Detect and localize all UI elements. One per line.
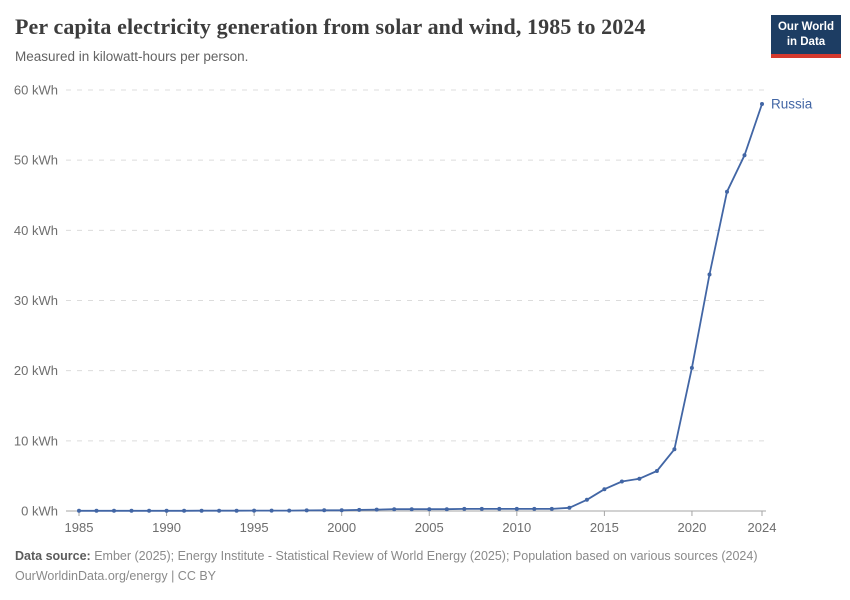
data-point[interactable]: [479, 506, 484, 511]
data-point[interactable]: [602, 487, 607, 492]
data-point[interactable]: [654, 469, 659, 473]
chart-subtitle: Measured in kilowatt-hours per person.: [15, 49, 249, 64]
data-point[interactable]: [549, 506, 554, 511]
data-point[interactable]: [567, 505, 572, 510]
owid-logo-line2: in Data: [786, 35, 826, 48]
data-point[interactable]: [147, 508, 152, 513]
y-tick-label: 60 kWh: [14, 83, 58, 98]
data-point[interactable]: [357, 507, 362, 512]
data-point[interactable]: [287, 508, 292, 513]
data-point[interactable]: [129, 508, 134, 513]
page-title: Per capita electricity generation from s…: [15, 14, 646, 39]
data-point[interactable]: [182, 508, 187, 513]
data-point[interactable]: [532, 506, 537, 511]
owid-logo[interactable]: Our World in Data: [771, 15, 841, 58]
y-tick-label: 50 kWh: [14, 153, 58, 168]
data-point[interactable]: [94, 508, 99, 513]
data-point[interactable]: [689, 365, 694, 370]
data-point[interactable]: [164, 508, 169, 513]
y-tick-label: 10 kWh: [14, 433, 58, 448]
data-point[interactable]: [584, 497, 589, 502]
x-tick-label: 2015: [590, 520, 619, 535]
data-point[interactable]: [742, 153, 747, 158]
line-series-russia[interactable]: [79, 103, 763, 512]
x-tick-label: 2000: [327, 520, 356, 535]
data-point[interactable]: [444, 507, 449, 512]
data-point[interactable]: [77, 508, 81, 513]
data-source-line: Data source: Ember (2025); Energy Instit…: [15, 546, 835, 567]
data-point[interactable]: [497, 506, 502, 511]
x-tick-label: 1995: [240, 520, 269, 535]
data-point[interactable]: [339, 508, 344, 513]
data-point[interactable]: [409, 507, 414, 512]
x-tick-label: 1990: [152, 520, 181, 535]
data-source-text: Ember (2025); Energy Institute - Statist…: [90, 548, 758, 563]
data-point[interactable]: [619, 479, 624, 484]
owid-energy-link[interactable]: OurWorldinData.org/energy | CC BY: [15, 569, 217, 584]
data-point[interactable]: [725, 189, 729, 194]
data-point[interactable]: [199, 508, 204, 513]
data-point[interactable]: [304, 508, 309, 513]
data-point[interactable]: [234, 508, 239, 513]
y-tick-label: 40 kWh: [14, 223, 58, 238]
series-end-label[interactable]: Russia: [771, 97, 813, 112]
x-tick-label: 2010: [502, 520, 531, 535]
data-point[interactable]: [672, 447, 677, 452]
license-line: OurWorldinData.org/energy | CC BY: [15, 566, 835, 587]
data-point[interactable]: [514, 506, 519, 511]
y-tick-label: 20 kWh: [14, 363, 58, 378]
data-point[interactable]: [322, 508, 327, 513]
y-tick-label: 0 kWh: [21, 504, 58, 519]
x-tick-label: 2005: [415, 520, 444, 535]
data-point[interactable]: [637, 476, 642, 481]
data-point[interactable]: [427, 507, 432, 512]
data-point[interactable]: [462, 506, 467, 511]
data-point[interactable]: [252, 508, 257, 513]
owid-logo-line1: Our World: [777, 21, 834, 33]
data-point[interactable]: [269, 508, 274, 513]
data-point[interactable]: [392, 507, 397, 512]
x-tick-label: 2024: [748, 520, 777, 535]
data-point[interactable]: [217, 508, 222, 513]
x-tick-label: 2020: [677, 520, 706, 535]
data-point[interactable]: [374, 507, 379, 512]
data-source-label: Data source:: [15, 548, 91, 563]
y-tick-label: 30 kWh: [14, 293, 58, 308]
chart-header: Per capita electricity generation from s…: [15, 14, 750, 64]
data-point[interactable]: [760, 102, 764, 106]
data-point[interactable]: [707, 272, 712, 277]
data-point[interactable]: [112, 508, 116, 513]
chart-footer: Data source: Ember (2025); Energy Instit…: [15, 546, 835, 587]
x-tick-label: 1985: [65, 520, 94, 535]
